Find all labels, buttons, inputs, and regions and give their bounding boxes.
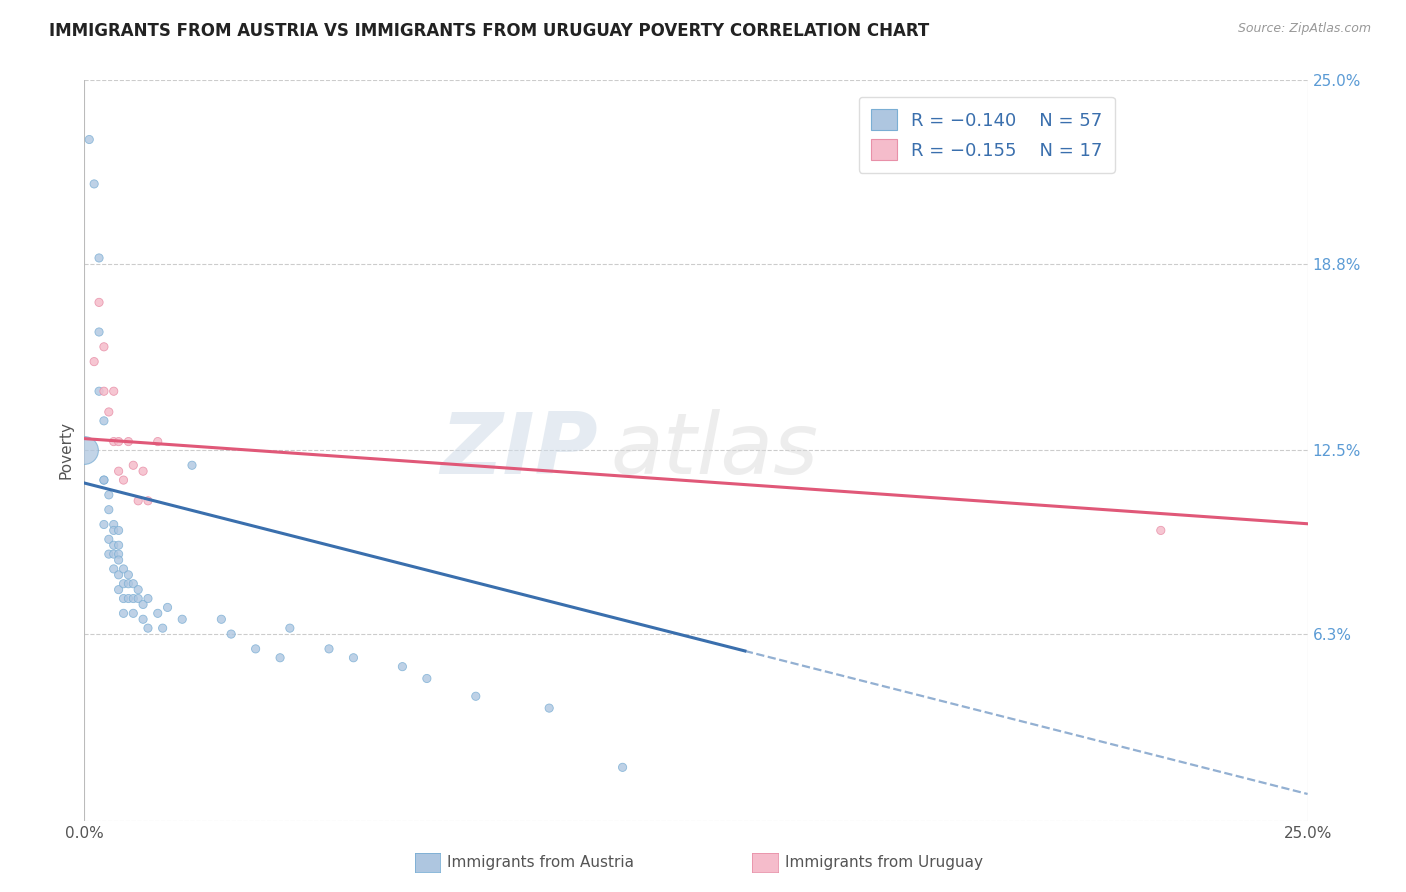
Point	[97, 533, 120, 547]
Point	[107, 538, 129, 552]
Point	[278, 621, 301, 635]
Point	[97, 488, 120, 502]
Point	[103, 538, 125, 552]
Point	[73, 443, 96, 458]
Point	[112, 562, 135, 576]
Point	[132, 612, 155, 626]
Y-axis label: Poverty: Poverty	[58, 421, 73, 480]
Point	[136, 591, 159, 606]
Point	[127, 582, 149, 597]
Point	[117, 591, 139, 606]
Point	[391, 659, 413, 673]
Point	[132, 598, 155, 612]
Point	[172, 612, 194, 626]
Point	[122, 458, 145, 473]
Point	[156, 600, 179, 615]
Point	[136, 621, 159, 635]
Point	[245, 641, 267, 656]
Point	[181, 458, 204, 473]
Text: Immigrants from Uruguay: Immigrants from Uruguay	[785, 855, 983, 870]
Point	[117, 434, 139, 449]
Point	[103, 547, 125, 561]
Point	[93, 517, 115, 532]
Point	[136, 493, 159, 508]
Text: Immigrants from Austria: Immigrants from Austria	[447, 855, 634, 870]
Point	[87, 295, 110, 310]
Point	[97, 547, 120, 561]
Point	[152, 621, 174, 635]
Point	[107, 553, 129, 567]
Point	[112, 576, 135, 591]
Point	[612, 760, 634, 774]
Point	[117, 567, 139, 582]
Point	[107, 524, 129, 538]
Point	[132, 464, 155, 478]
Point	[107, 567, 129, 582]
Point	[122, 607, 145, 621]
Point	[219, 627, 242, 641]
Point	[416, 672, 439, 686]
Point	[93, 473, 115, 487]
Point	[87, 384, 110, 399]
Point	[146, 607, 169, 621]
Point	[112, 607, 135, 621]
Point	[112, 473, 135, 487]
Point	[103, 562, 125, 576]
Point	[464, 690, 486, 704]
Point	[107, 582, 129, 597]
Point	[1150, 524, 1173, 538]
Point	[93, 414, 115, 428]
Point	[342, 650, 364, 665]
Point	[93, 340, 115, 354]
Point	[77, 132, 100, 146]
Text: Source: ZipAtlas.com: Source: ZipAtlas.com	[1237, 22, 1371, 36]
Legend: R = −0.140    N = 57, R = −0.155    N = 17: R = −0.140 N = 57, R = −0.155 N = 17	[859, 96, 1115, 173]
Point	[127, 591, 149, 606]
Point	[127, 493, 149, 508]
Point	[318, 641, 340, 656]
Point	[103, 517, 125, 532]
Point	[209, 612, 232, 626]
Point	[103, 524, 125, 538]
Text: ZIP: ZIP	[440, 409, 598, 492]
Point	[107, 464, 129, 478]
Point	[87, 325, 110, 339]
Point	[122, 576, 145, 591]
Point	[93, 384, 115, 399]
Point	[97, 405, 120, 419]
Point	[107, 547, 129, 561]
Text: IMMIGRANTS FROM AUSTRIA VS IMMIGRANTS FROM URUGUAY POVERTY CORRELATION CHART: IMMIGRANTS FROM AUSTRIA VS IMMIGRANTS FR…	[49, 22, 929, 40]
Point	[269, 650, 291, 665]
Point	[103, 434, 125, 449]
Point	[538, 701, 561, 715]
Point	[83, 354, 105, 368]
Point	[83, 177, 105, 191]
Point	[93, 473, 115, 487]
Point	[97, 502, 120, 516]
Point	[87, 251, 110, 265]
Point	[117, 576, 139, 591]
Point	[107, 434, 129, 449]
Point	[103, 384, 125, 399]
Point	[122, 591, 145, 606]
Point	[146, 434, 169, 449]
Point	[112, 591, 135, 606]
Text: atlas: atlas	[610, 409, 818, 492]
